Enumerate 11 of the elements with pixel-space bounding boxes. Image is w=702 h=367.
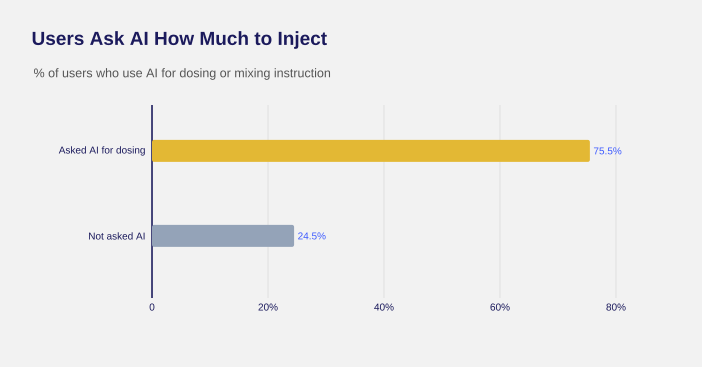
y-tick-label: Not asked AI: [89, 232, 145, 240]
x-tick-label: 80%: [606, 304, 626, 311]
chart-subtitle: % of users who use AI for dosing or mixing instruction: [34, 68, 330, 80]
data-label: 24.5%: [298, 232, 326, 240]
x-tick-label: 20%: [258, 304, 278, 311]
y-tick-label: Asked AI for dosing: [58, 146, 145, 156]
x-tick-label: 40%: [374, 304, 394, 311]
data-label: 75.5%: [594, 147, 622, 154]
x-tick-label: 60%: [490, 304, 510, 311]
x-tick-label: 0: [150, 304, 154, 311]
chart-title: Users Ask AI How Much to Inject: [32, 31, 327, 49]
